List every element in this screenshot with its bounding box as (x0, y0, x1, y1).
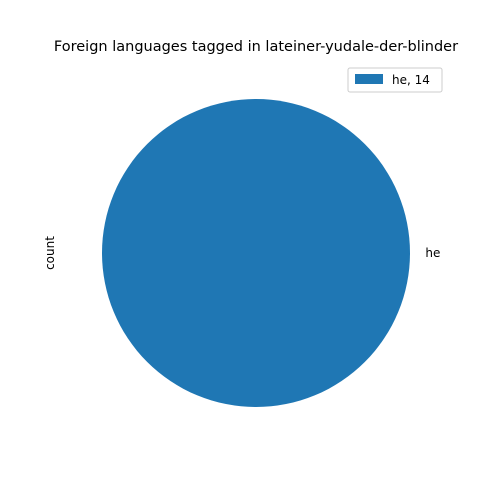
legend-swatch-he (355, 74, 383, 84)
chart-title: Foreign languages tagged in lateiner-yud… (54, 39, 458, 55)
y-axis-label: count (43, 236, 57, 270)
slice-label-he: he (425, 246, 440, 260)
pie-chart: he (102, 99, 440, 407)
legend-entry-he: he, 14 (392, 73, 430, 87)
legend: he, 14 (347, 67, 443, 93)
pie-slice-he (102, 99, 410, 407)
